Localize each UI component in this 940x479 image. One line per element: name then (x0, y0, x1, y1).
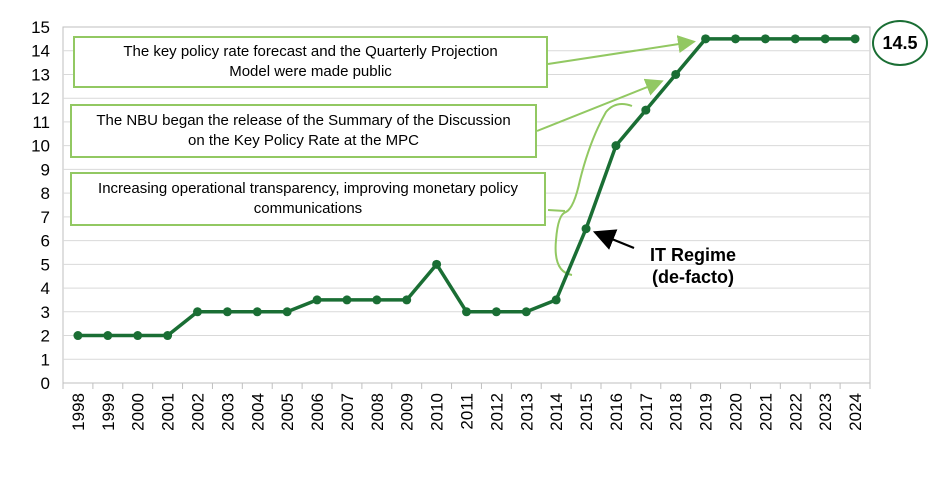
annotation-summary-line1: The NBU began the release of the Summary… (96, 112, 511, 129)
it-regime-label: IT Regime (de-facto) (628, 244, 758, 288)
y-tick-label: 9 (41, 160, 50, 179)
data-point (163, 331, 173, 341)
y-tick-label: 0 (41, 374, 50, 393)
annotation-arrows (536, 35, 696, 276)
x-tick-label: 2007 (338, 393, 357, 431)
x-tick-label: 2006 (308, 393, 327, 431)
end-value-badge: 14.5 (872, 20, 928, 66)
data-point (790, 34, 800, 44)
x-tick-label: 2021 (756, 393, 775, 431)
x-tick-label: 2018 (667, 393, 686, 431)
data-point (521, 307, 531, 317)
x-tick-label: 2012 (487, 393, 506, 431)
data-point (581, 224, 591, 234)
x-axis: 1998 1999 2000 2001 2002 2003 2004 2005 2006 2007… (62, 383, 871, 431)
y-tick-label: 15 (31, 18, 50, 37)
data-point (611, 141, 621, 151)
y-tick-label: 10 (31, 137, 50, 156)
it-regime-line2: (de-facto) (652, 267, 734, 287)
y-tick-label: 7 (41, 208, 50, 227)
x-tick-label: 2000 (129, 393, 148, 431)
annotation-forecast-line2: Model were made public (229, 63, 392, 80)
y-tick-label: 5 (41, 255, 50, 274)
annotation-box-forecast: The key policy rate forecast and the Qua… (73, 36, 548, 88)
y-tick-label: 8 (41, 184, 50, 203)
data-point (103, 331, 113, 341)
arrow-forecast (547, 35, 696, 65)
y-tick-label: 14 (31, 42, 50, 61)
data-point (641, 105, 651, 115)
x-tick-label: 2003 (218, 393, 237, 431)
y-tick-label: 13 (31, 65, 50, 84)
x-tick-label: 2002 (189, 393, 208, 431)
annotation-transparency-line1: Increasing operational transparency, imp… (98, 180, 518, 197)
annotation-transparency-line2: communications (253, 200, 363, 217)
x-tick-label: 2013 (517, 393, 536, 431)
x-tick-label: 2008 (368, 393, 387, 431)
plot-frame (62, 26, 871, 384)
data-point (342, 295, 352, 305)
x-tick-label: 2014 (547, 393, 566, 431)
it-regime-line1: IT Regime (649, 245, 737, 265)
x-tick-label: 2009 (398, 393, 417, 431)
end-value-label: 14.5 (882, 32, 918, 53)
x-tick-label: 1999 (99, 393, 118, 431)
data-point (462, 307, 471, 317)
y-tick-label: 1 (41, 350, 50, 369)
x-tick-label: 2015 (577, 393, 596, 431)
x-tick-label: 1998 (69, 393, 88, 431)
data-point (402, 295, 412, 305)
data-point (731, 34, 740, 44)
data-point (312, 295, 322, 305)
y-tick-label: 12 (31, 89, 50, 108)
data-point (133, 331, 143, 341)
annotation-forecast-line1: The key policy rate forecast and the Qua… (123, 43, 498, 60)
arrow-summary (536, 78, 664, 132)
arrow-transparency (547, 209, 566, 212)
data-point (222, 307, 232, 317)
x-tick-label: 2001 (159, 393, 178, 431)
data-point (760, 34, 770, 44)
x-tick-label: 2004 (248, 393, 267, 431)
data-point (820, 34, 830, 44)
y-tick-label: 3 (41, 303, 50, 322)
x-tick-label: 2019 (697, 393, 716, 431)
annotation-box-transparency: Increasing operational transparency, imp… (70, 172, 546, 226)
x-tick-label: 2023 (816, 393, 835, 431)
data-point (193, 307, 202, 317)
data-point (372, 295, 382, 305)
data-point (432, 259, 442, 269)
x-tick-label: 2011 (458, 393, 477, 430)
y-tick-label: 6 (41, 232, 50, 251)
x-tick-label: 2017 (637, 393, 656, 431)
x-tick-label: 2024 (846, 393, 865, 431)
x-tick-label: 2016 (607, 393, 626, 431)
x-tick-label: 2005 (278, 393, 297, 431)
y-tick-label: 11 (32, 113, 50, 132)
data-point (850, 34, 860, 44)
data-point (252, 307, 262, 317)
annotation-summary-line2: on the Key Policy Rate at the MPC (188, 132, 419, 149)
x-tick-label: 2022 (786, 393, 805, 431)
data-point (551, 295, 561, 305)
x-tick-label: 2020 (727, 393, 746, 431)
rate-series (73, 34, 860, 341)
arrow-it-regime (592, 229, 635, 250)
data-point (701, 34, 711, 44)
annotation-box-summary: The NBU began the release of the Summary… (70, 104, 537, 158)
y-tick-label: 4 (41, 279, 50, 298)
data-point (282, 307, 292, 317)
transparency-brace (554, 103, 633, 276)
data-point (671, 69, 681, 79)
y-tick-label: 2 (41, 327, 50, 346)
data-point (73, 331, 83, 341)
x-tick-label: 2010 (428, 393, 447, 431)
data-point (491, 307, 501, 317)
